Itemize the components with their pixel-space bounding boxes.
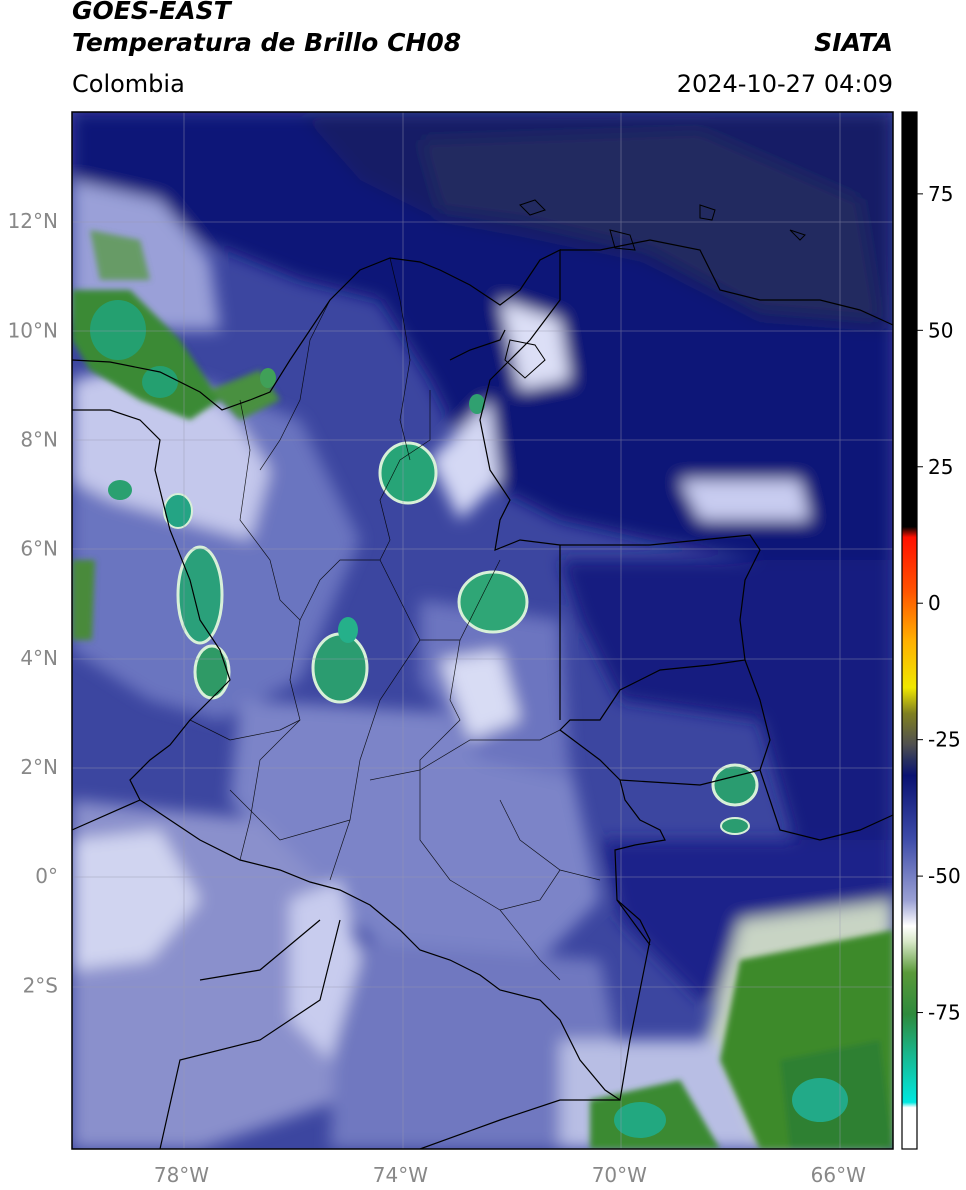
lat-tick-label: 10°N xyxy=(8,318,58,342)
colorbar-tick-label: -75 xyxy=(928,1001,961,1025)
colorbar-gradient xyxy=(902,112,917,1149)
lat-tick-label: 0° xyxy=(35,864,58,888)
map-frame xyxy=(71,111,894,1150)
datetime-label: 2024-10-27 04:09 xyxy=(676,70,893,98)
coastline-islands xyxy=(504,199,806,379)
brightness-temperature-field xyxy=(72,112,893,1149)
lat-tick-label: 2°N xyxy=(20,755,58,779)
political-boundaries xyxy=(72,239,893,1149)
product-title: Temperatura de Brillo CH08 xyxy=(72,28,462,57)
colorbar: 75 50 25 0 -25 -50 -75 xyxy=(901,111,961,1150)
lon-tick-label: 74°W xyxy=(373,1163,428,1187)
lat-tick-label: 6°N xyxy=(20,537,58,561)
lon-tick-label: 78°W xyxy=(154,1163,209,1187)
longitude-tick-labels: 78°W 74°W 70°W 66°W xyxy=(154,1163,866,1187)
lon-tick-label: 70°W xyxy=(592,1163,647,1187)
region-label: Colombia xyxy=(72,70,185,98)
lat-tick-label: 12°N xyxy=(8,209,58,233)
brand-label: SIATA xyxy=(814,28,893,57)
colorbar-tick-labels: 75 50 25 0 -25 -50 -75 xyxy=(917,182,961,1025)
lat-tick-label: 2°S xyxy=(23,973,58,997)
colorbar-tick-label: -50 xyxy=(928,864,961,888)
colorbar-tick-label: 50 xyxy=(928,318,953,342)
graticule xyxy=(72,112,893,1149)
colorbar-tick-label: 75 xyxy=(928,182,953,206)
lat-tick-label: 4°N xyxy=(20,646,58,670)
colorbar-tick-label: 0 xyxy=(928,591,941,615)
lat-tick-label: 8°N xyxy=(20,427,58,451)
satellite-title: GOES-EAST xyxy=(72,0,231,25)
lon-tick-label: 66°W xyxy=(811,1163,866,1187)
convective-cells xyxy=(90,300,848,1138)
department-boundaries xyxy=(189,257,601,981)
colorbar-tick-label: 25 xyxy=(928,455,953,479)
latitude-tick-labels: 12°N 10°N 8°N 6°N 4°N 2°N 0° 2°S xyxy=(8,209,58,997)
colorbar-tick-label: -25 xyxy=(928,728,961,752)
